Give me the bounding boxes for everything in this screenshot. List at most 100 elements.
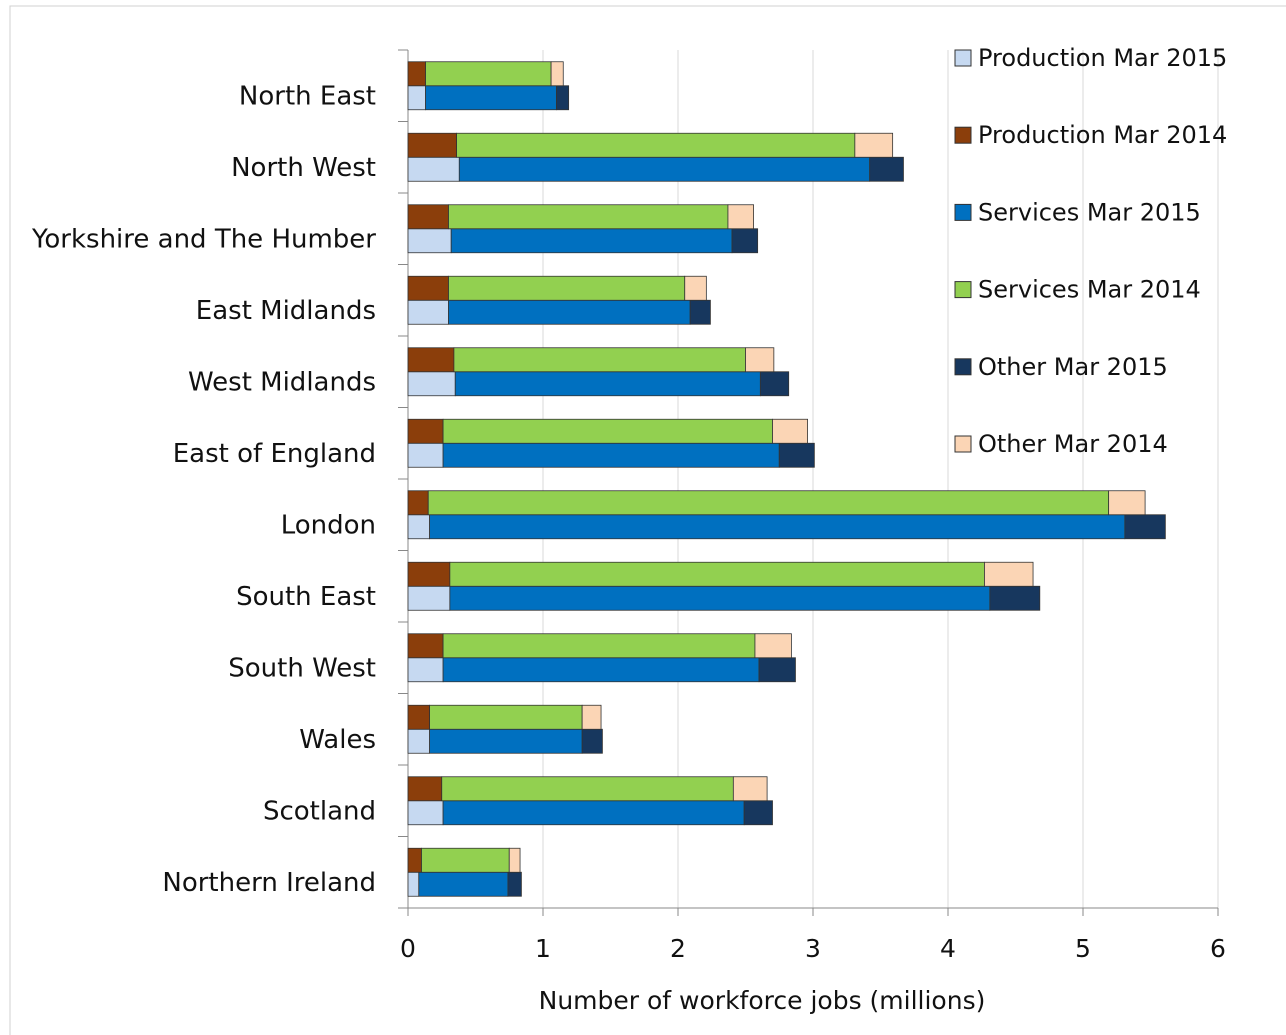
bar-segment <box>508 847 521 873</box>
bar-segment <box>448 275 686 301</box>
bar-segment <box>854 132 894 158</box>
y-tick-label: South West <box>228 653 376 683</box>
bar-segment <box>407 204 449 230</box>
bar-segment <box>458 156 871 182</box>
bar-segment <box>429 704 583 730</box>
bar-segment <box>407 561 451 587</box>
bar-segment <box>407 776 443 802</box>
bar-segment <box>456 132 856 158</box>
y-tick-label: South East <box>236 582 376 612</box>
bar-segment <box>407 847 422 873</box>
bar-segment <box>449 585 991 611</box>
bar-segment <box>407 228 452 254</box>
bar-segment <box>450 228 733 254</box>
bar-segment <box>407 156 460 182</box>
bar-segment <box>984 561 1034 587</box>
legend-swatch <box>954 126 972 144</box>
bar-segment <box>1124 514 1166 540</box>
x-tick-label: 6 <box>1210 934 1226 963</box>
bar-segment <box>745 347 775 373</box>
bar-segment <box>453 347 746 373</box>
y-tick-label: East Midlands <box>196 296 376 326</box>
bar-segment <box>407 85 426 111</box>
bar-segment <box>407 657 444 683</box>
x-tick-label: 3 <box>805 934 821 963</box>
x-tick-label: 4 <box>940 934 956 963</box>
bar-segment <box>429 728 583 754</box>
bar-segment <box>407 132 457 158</box>
bar-segment <box>425 85 557 111</box>
bar-segment <box>442 418 773 444</box>
y-tick-label: North West <box>231 153 376 183</box>
legend-swatch <box>954 49 972 67</box>
bar-segment <box>743 800 773 826</box>
bar-segment <box>407 585 451 611</box>
bar-segment <box>448 204 729 230</box>
bar-segment <box>407 371 456 397</box>
bar-segment <box>418 871 509 897</box>
chart-frame <box>9 5 1286 1035</box>
legend-label: Services Mar 2014 <box>978 276 1201 304</box>
bar-segment <box>407 871 420 897</box>
bar-segment <box>421 847 510 873</box>
legend-label: Other Mar 2014 <box>978 430 1168 458</box>
legend-swatch <box>954 281 972 299</box>
bar-segment <box>754 633 792 659</box>
bar-segment <box>407 299 449 325</box>
x-axis-label: Number of workforce jobs (millions) <box>539 986 986 1015</box>
bar-segment <box>442 442 780 468</box>
y-tick-label: London <box>281 510 376 540</box>
bar-segment <box>407 633 444 659</box>
legend-label: Other Mar 2015 <box>978 353 1168 381</box>
bar-segment <box>581 704 602 730</box>
y-tick-label: Scotland <box>263 796 376 826</box>
bar-segment <box>407 800 444 826</box>
bar-segment <box>550 61 564 87</box>
bar-segment <box>407 418 444 444</box>
x-tick-label: 5 <box>1075 934 1091 963</box>
bar-segment <box>407 61 426 87</box>
bar-segment <box>454 371 761 397</box>
bar-segment <box>727 204 755 230</box>
bar-segment <box>1108 490 1146 516</box>
bar-segment <box>772 418 808 444</box>
legend-label: Services Mar 2015 <box>978 198 1201 226</box>
bar-segment <box>778 442 815 468</box>
bar-segment <box>407 490 429 516</box>
bar-segment <box>869 156 904 182</box>
y-tick-label: West Midlands <box>188 367 376 397</box>
bar-segment <box>448 299 691 325</box>
bar-segment <box>407 347 455 373</box>
legend-swatch <box>954 203 972 221</box>
bar-segment <box>442 657 760 683</box>
legend-swatch <box>954 358 972 376</box>
bar-segment <box>442 633 756 659</box>
y-tick-label: Northern Ireland <box>162 868 376 898</box>
bar-segment <box>441 776 734 802</box>
x-tick-label: 1 <box>535 934 551 963</box>
y-tick-label: East of England <box>173 439 376 469</box>
x-tick-label: 2 <box>670 934 686 963</box>
bar-segment <box>684 275 707 301</box>
bar-segment <box>442 800 745 826</box>
bar-segment <box>407 275 449 301</box>
bar-segment <box>731 228 759 254</box>
bar-segment <box>989 585 1041 611</box>
bar-segment <box>759 371 790 397</box>
bar-segment <box>407 514 431 540</box>
bar-segment <box>407 728 431 754</box>
bar-segment <box>556 85 570 111</box>
y-tick-label: Wales <box>299 725 376 755</box>
bar-segment <box>449 561 985 587</box>
x-tick-label: 0 <box>400 934 416 963</box>
bar-segment <box>758 657 796 683</box>
bar-segment <box>429 514 1126 540</box>
bar-segment <box>689 299 711 325</box>
legend-swatch <box>954 435 972 453</box>
bar-segment <box>407 704 431 730</box>
bar-segment <box>407 442 444 468</box>
y-tick-label: North East <box>239 81 376 111</box>
legend-label: Production Mar 2014 <box>978 121 1227 149</box>
legend-label: Production Mar 2015 <box>978 44 1227 72</box>
